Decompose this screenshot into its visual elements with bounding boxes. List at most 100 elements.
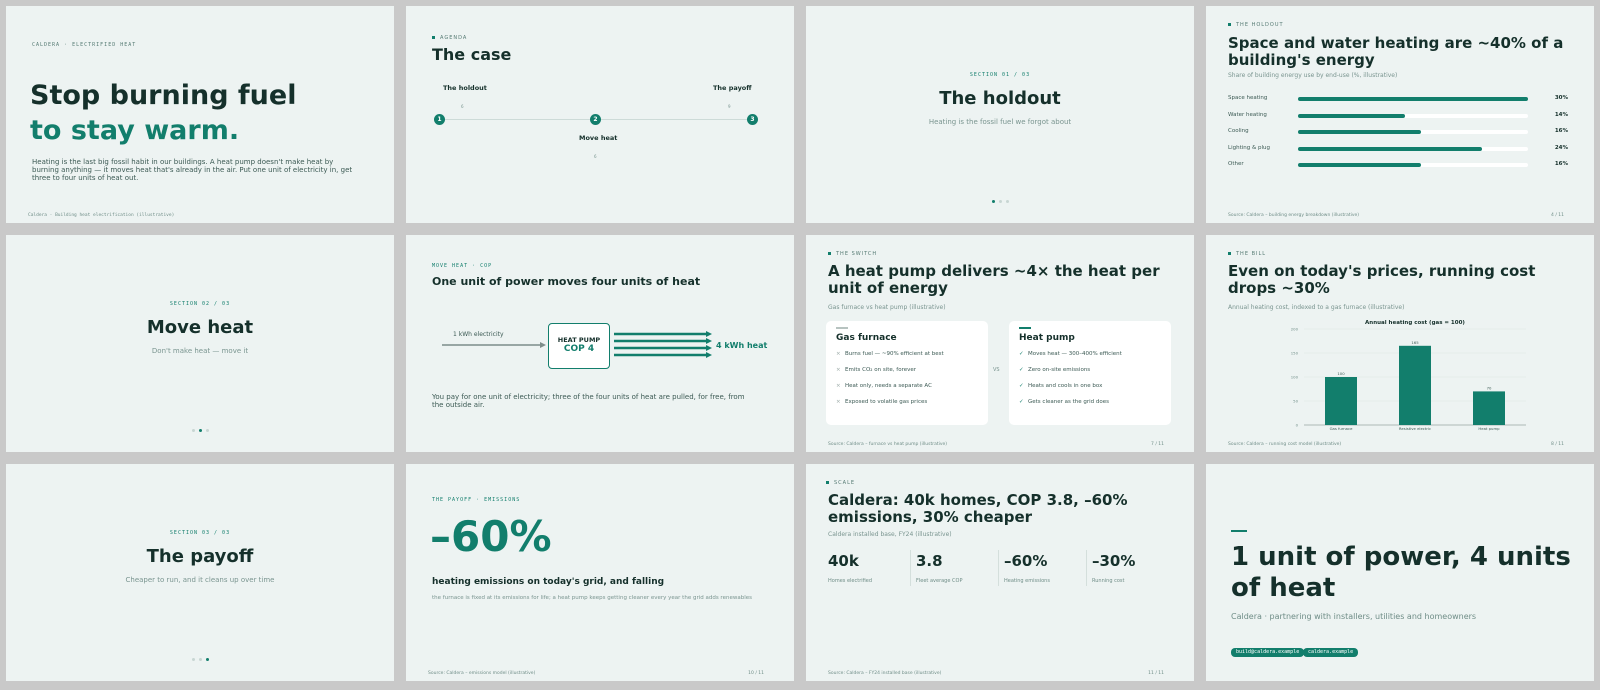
list-item: ✓ Heats and cools in one box [1019,383,1103,389]
card-title: Gas furnace [836,333,897,343]
cop-tag: MOVE HEAT · COP [432,263,493,269]
cop-body: You pay for one unit of electricity; thr… [432,393,745,409]
vs-label: VS [993,367,1000,373]
bar-value: 16% [1554,128,1568,134]
bar-track [1298,113,1528,118]
stat-divider [1086,550,1087,586]
list-item: × Burns fuel — ~90% efficient at best [836,351,944,357]
bill-tag: THE BILL [1228,251,1266,257]
tag-dot-icon [432,36,435,39]
list-item: ✓ Moves heat — 300–400% efficient [1019,351,1122,357]
slide-furnace-vs-pump[interactable]: THE SWITCH A heat pump delivers ~4× the … [806,235,1194,452]
cross-icon: × [836,399,841,405]
running-cost-chart: Annual heating cost (gas = 100) 0 50 100 150… [1291,320,1526,431]
slide-cop-diagram[interactable]: MOVE HEAT · COP One unit of power moves … [406,235,794,452]
x-tick-label: Gas furnace [1330,426,1354,431]
bar-row: Water heating 14% [1228,112,1568,120]
slide-footer: Source: Caldera – emissions model (illus… [428,671,536,676]
agenda-page-1: 6 [461,104,464,109]
emissions-tag: THE PAYOFF · EMISSIONS [432,497,521,503]
section-title: The holdout [939,88,1061,109]
card-title: Heat pump [1019,333,1075,343]
emissions-body: the furnace is fixed at its emissions fo… [432,595,752,601]
agenda-page-3: 9 [728,104,731,109]
bar-data-label: 165 [1411,340,1419,345]
slide-section-holdout[interactable]: SECTION 01 / 03 The holdout Heating is t… [806,6,1194,223]
website-pill[interactable]: caldera.example [1303,648,1359,657]
check-icon: ✓ [1019,367,1024,373]
box-line-2: COP 4 [563,344,595,354]
section-title: Move heat [146,317,254,338]
slide-section-move-heat[interactable]: SECTION 02 / 03 Move heat Don't make hea… [6,235,394,452]
agenda-tag: AGENDA [432,35,467,41]
chart-bar [1399,345,1431,425]
slide-footer: Source: Caldera – building energy breakd… [1228,213,1360,218]
slide-section-payoff[interactable]: SECTION 03 / 03 The payoff Cheaper to ru… [6,464,394,681]
list-item: × Exposed to volatile gas prices [836,399,928,405]
stat-cop: 3.8 Fleet average COP [916,552,963,584]
section-tag: SECTION 02 / 03 [169,301,231,307]
slide-closing[interactable]: 1 unit of power, 4 units of heat Caldera… [1206,464,1594,681]
bar-track [1298,97,1528,101]
email-pill[interactable]: build@caldera.example [1231,648,1305,657]
slide-emissions[interactable]: THE PAYOFF · EMISSIONS –60% heating emis… [406,464,794,681]
section-dots [6,429,394,432]
list-item: × Emits CO₂ on site, forever [836,367,917,373]
bar-value: 30% [1554,95,1568,101]
slide-footer: Source: Caldera – FY24 installed base (i… [828,671,942,676]
slide-subtitle: Caldera installed base, FY24 (illustrati… [828,531,952,538]
list-item: × Heat only, needs a separate AC [836,383,932,389]
flow-arrows-icon [442,331,712,358]
bar-fill [1298,146,1482,151]
bar-row: Space heating 30% [1228,95,1568,103]
section-subtitle: Heating is the fossil fuel we forgot abo… [928,118,1072,126]
cross-icon: × [836,351,841,357]
slide-scale[interactable]: SCALE Caldera: 40k homes, COP 3.8, –60% … [806,464,1194,681]
agenda-step-2[interactable]: 2 [590,114,601,125]
check-icon: ✓ [1019,399,1024,405]
input-label: 1 kWh electricity [453,331,504,338]
tag-dot-icon [1228,23,1231,26]
accent-rule [1231,530,1247,532]
closing-subtitle: Caldera · partnering with installers, ut… [1231,612,1477,621]
bar-row: Other 16% [1228,161,1568,169]
bar-label: Lighting & plug [1228,144,1271,151]
bar-value: 14% [1554,111,1568,118]
box-line-1: HEAT PUMP [557,336,601,344]
section-dots [806,200,1194,203]
emissions-headline: heating emissions on today's grid, and f… [432,577,665,587]
stat-cost: –30% Running cost [1092,552,1136,584]
slide-title[interactable]: CALDERA · ELECTRIFIED HEAT Stop burning … [6,6,394,223]
slide-energy-share[interactable]: THE HOLDOUT Space and water heating are … [1206,6,1594,223]
tag-dot-icon [828,252,831,255]
stat-emissions: –60% Heating emissions [1004,552,1050,584]
holdout-tag: THE HOLDOUT [1228,22,1284,28]
closing-line-2: of heat [1231,573,1336,603]
agenda-label-3: The payoff [713,84,752,92]
list-item: ✓ Zero on-site emissions [1019,367,1091,373]
x-tick-label: Resistive electric [1399,426,1431,431]
stat-divider [910,550,911,586]
section-dots [6,658,394,661]
tag-dot-icon [826,481,829,484]
section-tag: SECTION 03 / 03 [169,530,231,536]
y-tick-label: 150 [1291,351,1299,356]
bar-label: Cooling [1228,128,1249,134]
tag-dot-icon [1228,252,1231,255]
check-icon: ✓ [1019,383,1024,389]
cross-icon: × [836,367,841,373]
agenda-label-1: The holdout [443,84,487,92]
big-stat: –60% [430,512,552,561]
agenda-step-1[interactable]: 1 [434,114,445,125]
bar-value: 24% [1554,144,1568,151]
output-label: 4 kWh heat [716,341,768,350]
slide-footer: Source: Caldera – running cost model (il… [1228,442,1342,447]
slide-title: One unit of power moves four units of he… [432,275,701,288]
agenda-step-3[interactable]: 3 [747,114,758,125]
bar-row: Cooling 16% [1228,128,1568,136]
section-tag: SECTION 01 / 03 [969,72,1031,78]
heat-pump-card: Heat pump ✓ Moves heat — 300–400% efficie… [1009,321,1171,425]
slide-running-cost[interactable]: THE BILL Even on today's prices, running… [1206,235,1594,452]
slide-title: Space and water heating are ~40% of a bu… [1228,34,1564,69]
slide-agenda[interactable]: AGENDA The case 1 The holdout 6 2 Move h… [406,6,794,223]
